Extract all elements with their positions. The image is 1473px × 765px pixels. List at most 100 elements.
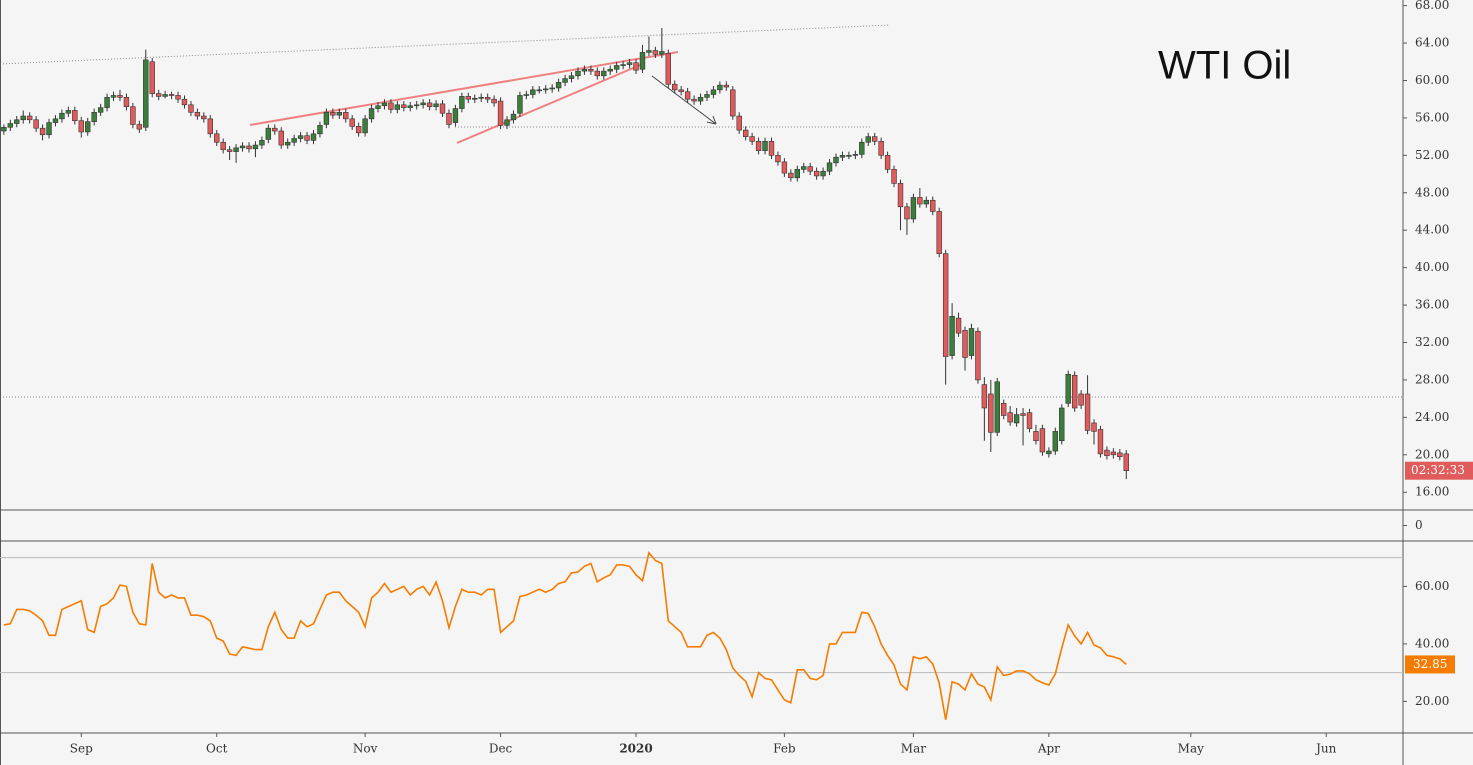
candle-body xyxy=(355,126,362,134)
x-tick-label: Nov xyxy=(353,742,378,756)
candle-body xyxy=(955,317,962,334)
candle-body xyxy=(472,97,478,100)
candle-body xyxy=(884,155,891,170)
candle-body xyxy=(439,103,446,114)
candle-body xyxy=(742,129,749,137)
candle-body xyxy=(1078,393,1084,406)
candle-body xyxy=(994,381,1000,433)
candle-body xyxy=(39,127,46,136)
candle-body xyxy=(904,206,910,220)
candle-body xyxy=(581,68,588,72)
candle-body xyxy=(897,183,904,208)
candle-body xyxy=(639,52,646,70)
x-tick-label: May xyxy=(1178,742,1204,756)
candle-body xyxy=(452,108,459,123)
candle-body xyxy=(123,97,130,107)
y-tick-label: 20.00 xyxy=(1415,447,1449,461)
candle-body xyxy=(201,115,207,120)
candle-body xyxy=(220,141,226,151)
candle-body xyxy=(207,118,213,135)
candle-body xyxy=(949,315,955,356)
candle-body xyxy=(723,84,730,88)
candle-body xyxy=(91,111,97,122)
candle-body xyxy=(1065,374,1071,404)
candle-body xyxy=(652,50,659,55)
candle-body xyxy=(7,123,14,128)
candle-body xyxy=(833,156,839,164)
candle-body xyxy=(433,103,439,107)
value-tag xyxy=(1405,655,1455,674)
candle-body xyxy=(988,393,994,433)
candle-body xyxy=(775,155,781,163)
candle-body xyxy=(188,104,194,113)
candle-body xyxy=(72,110,78,122)
candle-body xyxy=(755,141,762,151)
y-tick-label: 56.00 xyxy=(1415,110,1449,124)
candle-body xyxy=(1084,393,1091,431)
y-tick-label: 0 xyxy=(1415,518,1423,532)
y-tick-label: 40.00 xyxy=(1415,260,1449,274)
candle-body xyxy=(736,115,742,131)
candle-body xyxy=(659,51,665,55)
countdown-tag xyxy=(1405,461,1473,480)
candle-body xyxy=(26,115,33,121)
candle-body xyxy=(910,197,917,220)
candle-body xyxy=(543,88,549,91)
candle-body xyxy=(1001,403,1007,416)
candle-body xyxy=(375,105,381,109)
candle-body xyxy=(465,96,472,100)
candle-body xyxy=(820,170,826,177)
candle-body xyxy=(665,53,671,85)
candle-body xyxy=(852,154,859,156)
candle-body xyxy=(330,111,336,116)
candle-body xyxy=(813,170,820,177)
candle-body xyxy=(1059,407,1065,442)
candle-body xyxy=(110,95,117,98)
candle-body xyxy=(104,97,110,108)
candle-body xyxy=(130,106,136,125)
x-tick-label: Apr xyxy=(1037,742,1060,756)
candle-body xyxy=(788,172,794,179)
candle-body xyxy=(1007,412,1013,423)
y-tick-label: 28.00 xyxy=(1415,372,1449,386)
candle-body xyxy=(891,169,897,184)
candle-body xyxy=(607,68,613,72)
candle-body xyxy=(975,330,981,381)
candle-body xyxy=(85,121,91,133)
candle-body xyxy=(717,84,723,91)
candle-body xyxy=(942,253,949,357)
candle-body xyxy=(426,102,433,107)
candle-body xyxy=(601,70,607,77)
candle-body xyxy=(446,112,452,125)
candle-body xyxy=(52,118,59,123)
candle-body xyxy=(414,104,420,107)
candle-body xyxy=(530,89,536,95)
candle-body xyxy=(239,145,246,149)
candle-body xyxy=(323,111,330,125)
candle-body xyxy=(923,199,930,205)
candle-body xyxy=(865,136,871,143)
candle-body xyxy=(497,100,504,126)
candle-body xyxy=(420,102,426,106)
candle-body xyxy=(78,120,84,133)
candle-body xyxy=(871,136,878,142)
candle-body xyxy=(59,112,65,120)
candle-body xyxy=(588,68,594,72)
candle-body xyxy=(594,70,601,77)
arrow-head xyxy=(706,115,717,125)
candle-body xyxy=(65,110,72,114)
candle-body xyxy=(336,111,343,116)
value-tag-label: 32.85 xyxy=(1413,657,1447,671)
candle-body xyxy=(310,133,317,141)
candle-body xyxy=(297,135,304,139)
candle-body xyxy=(549,87,555,90)
candle-body xyxy=(523,94,530,96)
candle-body xyxy=(613,65,620,70)
wedge-line xyxy=(249,51,679,126)
candle-body xyxy=(859,141,865,155)
candle-body xyxy=(504,119,510,126)
candle-body xyxy=(930,199,936,212)
candle-body xyxy=(181,98,188,106)
candle-body xyxy=(259,140,265,146)
